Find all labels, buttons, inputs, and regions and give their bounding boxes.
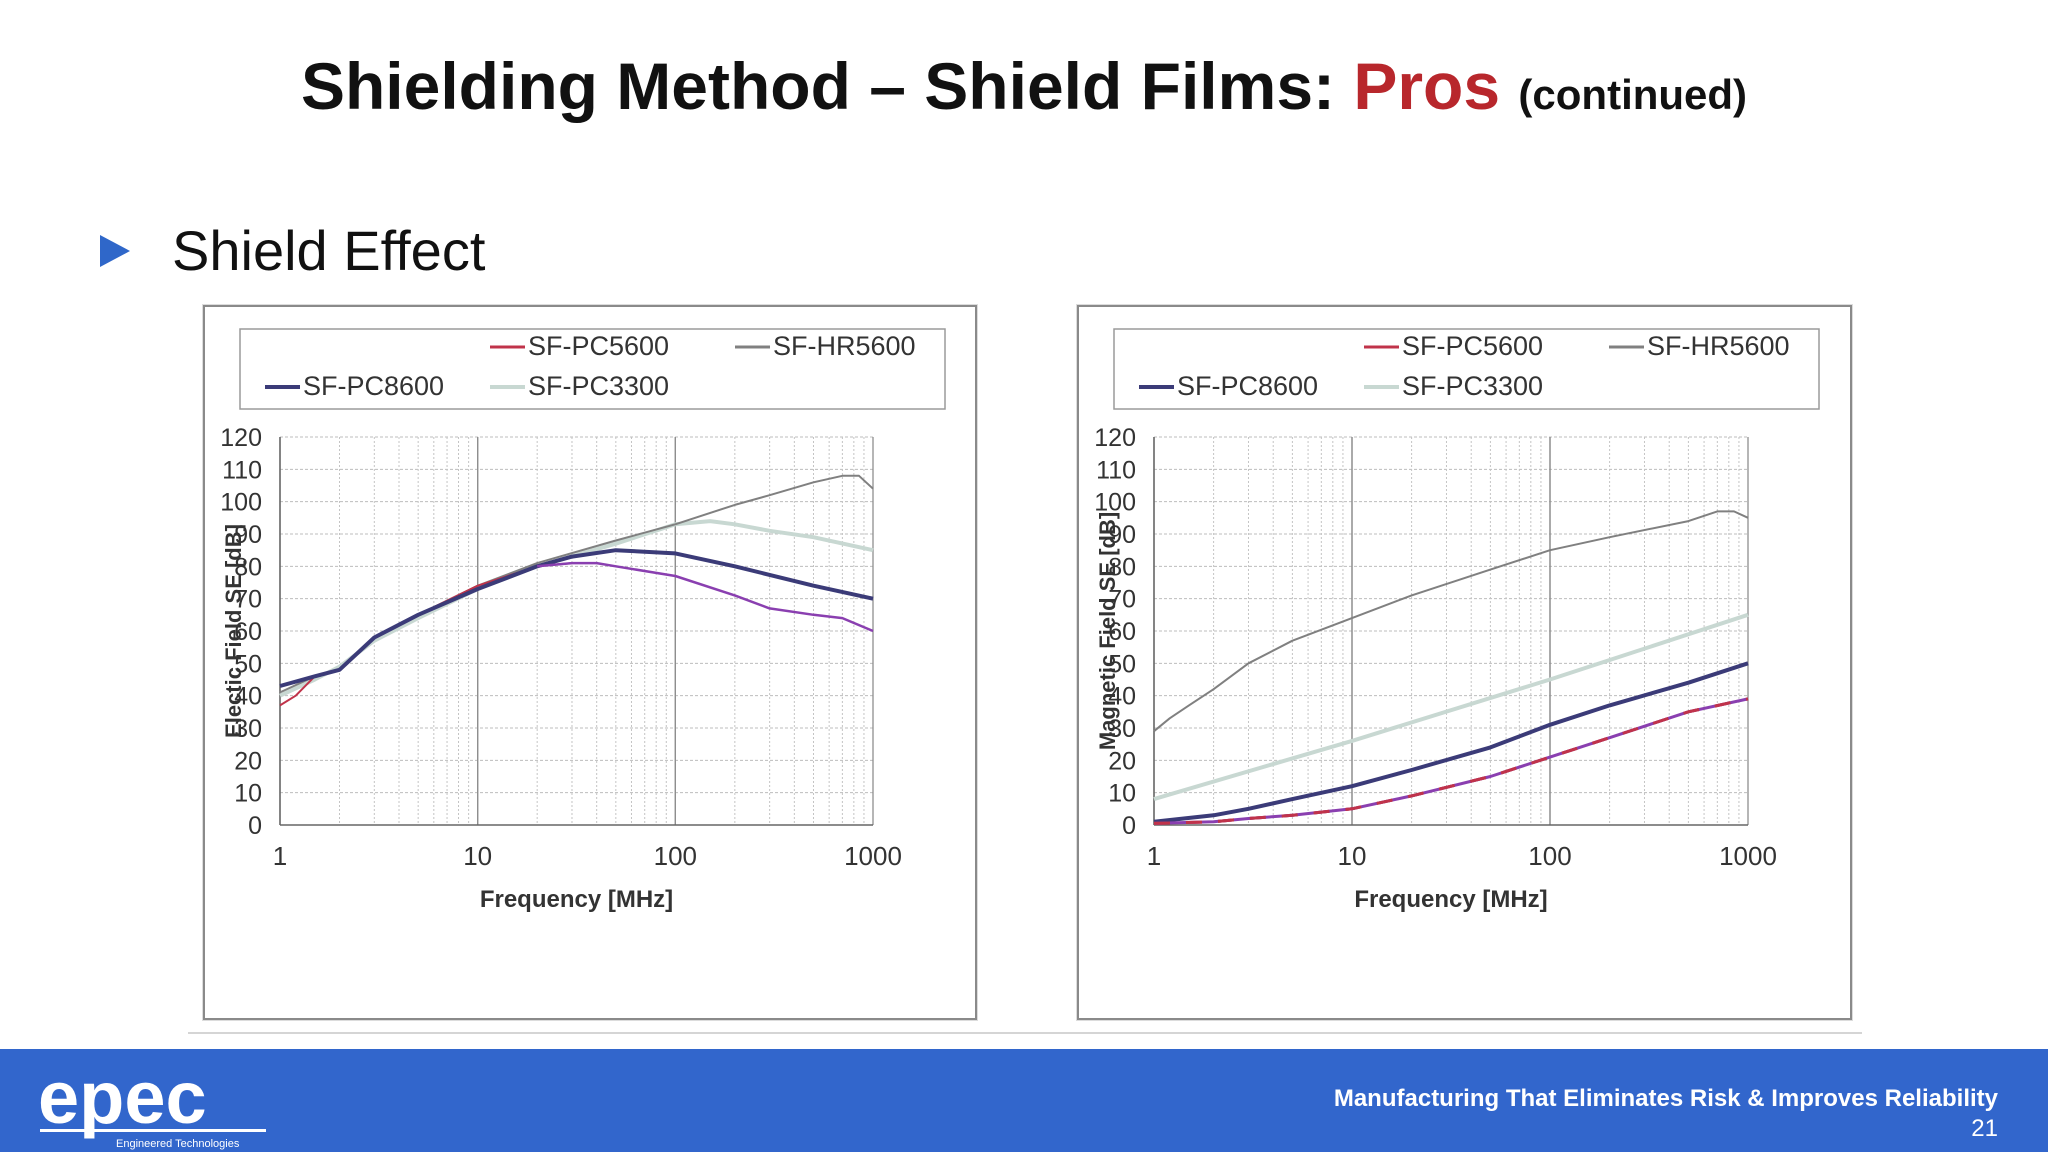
- title-highlight: Pros: [1353, 49, 1501, 123]
- electric-chart-series-unlabeled: [537, 561, 874, 633]
- electric-chart-series-sf-pc8600: [279, 548, 874, 688]
- page-number: 21: [1971, 1115, 1998, 1142]
- electric-chart-y-tick-label: 0: [248, 812, 262, 840]
- title-suffix: (continued): [1518, 71, 1748, 118]
- bullet-text: Shield Effect: [172, 219, 486, 282]
- epec-logo: epec Engineered Technologies: [38, 1061, 266, 1150]
- electric-chart-y-tick-label: 10: [234, 780, 262, 808]
- magnetic-chart-y-tick-label: 20: [1108, 747, 1136, 775]
- magnetic-chart-legend-label: SF-PC3300: [1402, 371, 1543, 401]
- magnetic-chart-legend-label: SF-PC5600: [1402, 331, 1543, 361]
- electric-field-chart-svg: SF-PC5600 SF-HR5600 SF-PC8600 SF-PC3300 0 10 2…: [220, 328, 946, 913]
- electric-chart-legend-label: SF-PC3300: [528, 371, 669, 401]
- magnetic-chart-y-tick-label: 110: [1096, 456, 1136, 484]
- electric-chart-y-tick-label: 80: [234, 553, 262, 581]
- electric-chart-legend-label: SF-HR5600: [773, 331, 916, 361]
- magnetic-chart-series-sf-pc8600: [1153, 661, 1749, 824]
- magnetic-chart-x-tick-label: 10: [1338, 841, 1367, 871]
- magnetic-chart-y-axis-label: Magnetic Field SE [dB]: [1095, 512, 1120, 750]
- electric-chart-y-tick-label: 100: [220, 489, 262, 517]
- magnetic-chart-y-tick-label: 60: [1108, 618, 1136, 646]
- magnetic-chart-x-tick-label: 1: [1147, 841, 1161, 871]
- electric-chart-legend-label: SF-PC8600: [303, 371, 444, 401]
- magnetic-chart-series-sf-pc3300: [1153, 612, 1749, 802]
- magnetic-chart-y-tick-label: 90: [1108, 521, 1136, 549]
- electric-chart-series-sf-pc5600: [279, 562, 573, 707]
- magnetic-chart-legend-label: SF-PC8600: [1177, 371, 1318, 401]
- slide-title: Shielding Method – Shield Films: Pros (c…: [0, 48, 2048, 124]
- magnetic-chart-legend: SF-PC5600 SF-HR5600 SF-PC8600 SF-PC3300: [1113, 328, 1820, 410]
- electric-chart-y-tick-label: 90: [234, 521, 262, 549]
- electric-chart-series-sf-hr5600: [279, 474, 874, 694]
- magnetic-chart-series-unlabeled: [1153, 697, 1749, 825]
- magnetic-chart-y-tick-label: 30: [1108, 715, 1136, 743]
- magnetic-field-chart: SF-PC5600 SF-HR5600 SF-PC8600 SF-PC3300 0 10 2…: [1077, 305, 1852, 1020]
- magnetic-chart-y-tick-label: 70: [1108, 586, 1136, 614]
- logo-subtext: Engineered Technologies: [116, 1138, 240, 1150]
- electric-chart-x-tick-label: 1000: [844, 841, 902, 871]
- magnetic-chart-y-tick-label: 100: [1094, 489, 1136, 517]
- electric-chart-legend: SF-PC5600 SF-HR5600 SF-PC8600 SF-PC3300: [239, 328, 946, 410]
- electric-chart-x-tick-label: 10: [463, 841, 492, 871]
- magnetic-chart-legend-label: SF-HR5600: [1647, 331, 1790, 361]
- magnetic-chart-y-tick-label: 40: [1108, 683, 1136, 711]
- magnetic-chart-y-tick-label: 50: [1108, 650, 1136, 678]
- electric-field-chart: SF-PC5600 SF-HR5600 SF-PC8600 SF-PC3300 0 10 2…: [203, 305, 977, 1020]
- magnetic-chart-series-sf-hr5600: [1153, 510, 1749, 732]
- bullet-arrow-icon: [100, 234, 130, 267]
- magnetic-chart-x-axis-label: Frequency [MHz]: [1354, 886, 1547, 913]
- magnetic-chart-grid: [1153, 436, 1749, 826]
- electric-chart-y-axis-label: Electic Field SE [dB]: [221, 524, 246, 738]
- bottom-divider: [188, 1032, 1862, 1034]
- footer-tagline: Manufacturing That Eliminates Risk & Imp…: [1333, 1085, 1998, 1112]
- electric-chart-y-tick-label: 20: [234, 747, 262, 775]
- magnetic-field-chart-svg: SF-PC5600 SF-HR5600 SF-PC8600 SF-PC3300 0 10 2…: [1094, 328, 1820, 913]
- electric-chart-legend-label: SF-PC5600: [528, 331, 669, 361]
- electric-chart-y-tick-label: 40: [234, 683, 262, 711]
- magnetic-chart-y-tick-label: 120: [1094, 424, 1136, 452]
- magnetic-chart-y-tick-label: 0: [1122, 812, 1136, 840]
- electric-chart-x-tick-label: 100: [654, 841, 697, 871]
- title-main: Shielding Method – Shield Films:: [300, 49, 1354, 123]
- electric-chart-y-tick-label: 110: [222, 456, 262, 484]
- magnetic-chart-y-tick-label: 10: [1108, 780, 1136, 808]
- electric-chart-grid: [279, 436, 874, 826]
- magnetic-chart-x-tick-label: 100: [1528, 841, 1571, 871]
- magnetic-chart-series-sf-pc5600-dashed: [1153, 697, 1749, 825]
- electric-chart-y-tick-label: 30: [234, 715, 262, 743]
- electric-chart-x-axis-label: Frequency [MHz]: [480, 886, 673, 913]
- electric-chart-y-tick-label: 60: [234, 618, 262, 646]
- electric-chart-y-tick-label: 70: [234, 586, 262, 614]
- electric-chart-y-tick-label: 50: [234, 650, 262, 678]
- magnetic-chart-y-tick-label: 80: [1108, 553, 1136, 581]
- bullet-item: Shield Effect: [100, 218, 485, 283]
- electric-chart-y-tick-label: 120: [220, 424, 262, 452]
- electric-chart-x-tick-label: 1: [273, 841, 287, 871]
- electric-chart-series-sf-pc3300: [279, 519, 874, 698]
- magnetic-chart-x-tick-label: 1000: [1719, 841, 1777, 871]
- logo-text: epec: [38, 1061, 207, 1139]
- magnetic-chart-series-sf-pc5600: [1153, 697, 1749, 825]
- footer-bar: epec Engineered Technologies Manufacturi…: [0, 1049, 2048, 1152]
